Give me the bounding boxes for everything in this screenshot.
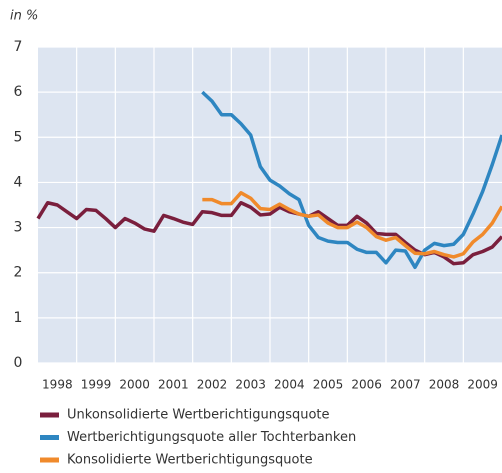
x-tick-label: 2007 [390,378,421,392]
x-tick-label: 2002 [197,378,228,392]
x-tick-label: 2009 [467,378,498,392]
legend-label: Konsolidierte Wertberichtigungsquote [67,453,313,468]
y-tick-label: 6 [14,84,23,100]
y-tick-label: 5 [14,129,23,145]
x-tick-label: 1998 [42,378,73,392]
legend-swatch [40,435,59,440]
y-tick-label: 2 [14,265,23,281]
legend-label: Wertberichtigungsquote aller Tochterbank… [67,430,356,445]
y-tick-label: 4 [14,174,23,190]
x-tick-label: 1999 [81,378,112,392]
x-tick-label: 2003 [235,378,266,392]
legend-swatch [40,457,59,463]
y-tick-label: 3 [14,220,23,236]
y-tick-label: 0 [14,355,23,371]
x-tick-label: 2001 [158,378,189,392]
legend-label: Unkonsolidierte Wertberichtigungsquote [67,408,330,423]
x-tick-label: 2004 [274,378,305,392]
line [201,90,502,270]
line [202,191,502,259]
x-tick-label: 2005 [313,378,344,392]
x-tick-label: 2006 [351,378,382,392]
y-axis-label: in % [10,9,38,24]
y-tick-label: 7 [14,39,23,55]
legend-swatch [40,412,59,418]
x-tick-label: 2000 [119,378,150,392]
y-tick-label: 1 [14,310,23,326]
x-tick-label: 2008 [429,378,460,392]
